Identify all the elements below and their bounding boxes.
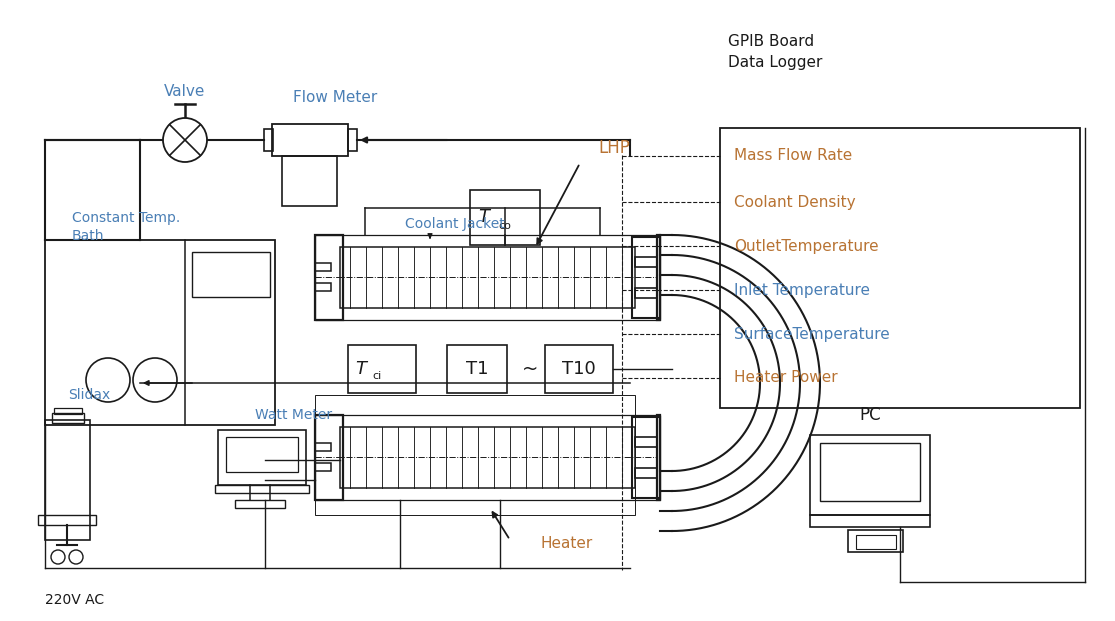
Text: PC: PC — [860, 406, 881, 424]
Bar — [545, 345, 613, 393]
Bar — [38, 515, 96, 525]
Text: Coolant Jacket: Coolant Jacket — [405, 217, 505, 231]
Bar — [636, 288, 657, 298]
Circle shape — [163, 118, 207, 162]
Text: T1: T1 — [466, 360, 488, 378]
Text: Heater Power: Heater Power — [734, 371, 837, 386]
Bar — [192, 252, 270, 297]
Bar — [720, 128, 1080, 408]
Text: ~: ~ — [522, 360, 539, 379]
Text: T10: T10 — [562, 360, 595, 378]
Bar — [316, 395, 636, 515]
Bar — [447, 345, 507, 393]
Bar — [849, 530, 903, 552]
Bar — [636, 437, 657, 447]
Bar — [657, 235, 660, 320]
Bar — [809, 435, 930, 515]
Bar — [264, 129, 273, 151]
Text: Data Logger: Data Logger — [728, 55, 823, 70]
Text: LHP: LHP — [598, 139, 630, 157]
Bar — [820, 443, 920, 501]
Bar — [316, 415, 660, 500]
Bar — [54, 408, 83, 414]
Text: Bath: Bath — [72, 229, 105, 243]
Bar — [316, 463, 331, 471]
Bar — [636, 257, 657, 267]
Text: Inlet Temperature: Inlet Temperature — [734, 283, 870, 297]
Bar — [235, 500, 285, 508]
Bar — [282, 156, 337, 206]
Bar — [316, 263, 331, 271]
Text: $T$: $T$ — [478, 208, 492, 226]
Text: Mass Flow Rate: Mass Flow Rate — [734, 148, 852, 163]
Bar — [219, 430, 306, 485]
Bar — [340, 427, 636, 488]
Bar — [45, 240, 275, 425]
Text: co: co — [498, 221, 511, 231]
Bar — [272, 124, 348, 156]
Text: 220V AC: 220V AC — [45, 593, 104, 607]
Bar — [636, 468, 657, 478]
Text: SurfaceTemperature: SurfaceTemperature — [734, 327, 890, 342]
Text: Coolant Density: Coolant Density — [734, 194, 855, 209]
Bar — [316, 283, 331, 291]
Text: Slidax: Slidax — [68, 388, 110, 402]
Text: Watt Meter: Watt Meter — [255, 408, 332, 422]
Bar — [52, 413, 84, 423]
Text: Heater: Heater — [541, 535, 593, 550]
Bar — [340, 247, 636, 308]
Bar — [471, 190, 540, 245]
Bar — [45, 420, 90, 540]
Bar — [348, 129, 357, 151]
Text: Constant Temp.: Constant Temp. — [72, 211, 181, 225]
Bar — [657, 415, 660, 500]
Bar — [632, 237, 660, 318]
Bar — [316, 235, 343, 320]
Bar — [856, 535, 896, 549]
Text: Valve: Valve — [164, 84, 205, 99]
Text: GPIB Board: GPIB Board — [728, 35, 814, 50]
Bar — [316, 235, 660, 320]
Text: OutletTemperature: OutletTemperature — [734, 238, 879, 253]
Bar — [809, 515, 930, 527]
Bar — [226, 437, 298, 472]
Bar — [215, 485, 309, 493]
Text: $T$: $T$ — [355, 360, 369, 378]
Bar — [632, 417, 660, 498]
Bar — [316, 443, 331, 451]
Bar — [348, 345, 416, 393]
Text: Flow Meter: Flow Meter — [293, 89, 377, 104]
Bar — [316, 415, 343, 500]
Text: ci: ci — [372, 371, 381, 381]
